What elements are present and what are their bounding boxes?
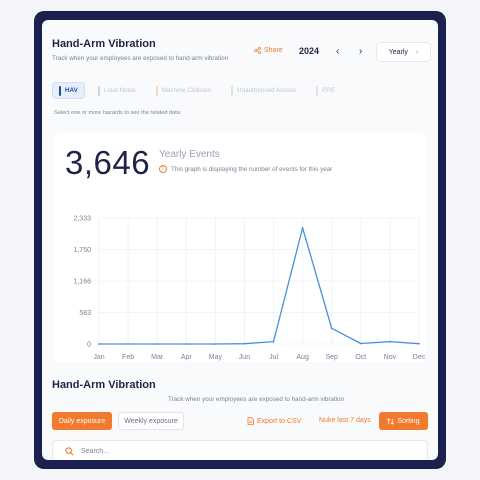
sorting-label: Sorting	[397, 417, 420, 425]
chevron-right-icon: ›	[415, 48, 419, 56]
document-icon	[247, 417, 254, 425]
tab-label: Machine Collision	[161, 87, 212, 94]
search-input[interactable]	[81, 447, 381, 455]
daily-exposure-button[interactable]: Daily exposure	[52, 412, 112, 430]
prev-year-button[interactable]: ‹	[336, 46, 340, 57]
sorting-button[interactable]: Sorting	[379, 412, 428, 430]
y-tick-label: 2,333	[73, 216, 91, 223]
data-point	[98, 343, 100, 345]
chart-info-text: This graph is displaying the number of e…	[171, 165, 333, 173]
search-bar	[52, 440, 428, 460]
share-button[interactable]: Share	[254, 47, 283, 54]
data-point	[389, 340, 391, 343]
tab-label: HAV	[65, 87, 78, 94]
x-tick-label: Dec	[413, 354, 426, 361]
year-display: 2024	[299, 46, 320, 56]
events-line-chart: 0 583 1,166 1,750 2,333 Jan Feb Mar Apr May Jun Jul…	[73, 216, 426, 362]
share-label: Share	[264, 47, 283, 54]
info-icon: !	[159, 165, 167, 173]
tab-label: Unauthorised Access	[237, 87, 297, 94]
section-subtitle: Track when your employees are exposed to…	[168, 396, 345, 403]
next-year-button[interactable]: ›	[359, 46, 363, 57]
data-point	[156, 343, 159, 345]
data-point	[243, 342, 246, 345]
data-point	[272, 340, 275, 343]
hazard-hint: Select one or more hazards to see the re…	[54, 110, 180, 116]
weekly-exposure-button[interactable]: Weekly exposure	[118, 412, 184, 430]
hazard-color-bar	[231, 85, 234, 96]
tab-hav[interactable]: HAV	[52, 82, 85, 99]
share-icon	[254, 47, 261, 54]
tab-ppe[interactable]: PPE	[309, 82, 342, 99]
hazard-color-bar	[316, 85, 319, 96]
hazard-color-bar	[155, 85, 158, 96]
export-label: Export to CSV	[257, 417, 302, 425]
x-tick-label: Mar	[151, 354, 164, 361]
x-tick-label: Nov	[384, 354, 397, 361]
sort-icon	[387, 417, 395, 425]
tab-unauthorised-access[interactable]: Unauthorised Access	[224, 82, 303, 99]
x-tick-label: May	[209, 354, 223, 361]
page-subtitle: Track when your employees are exposed to…	[52, 55, 229, 62]
tab-loud-noise[interactable]: Loud Noise	[91, 82, 143, 99]
period-label: Yearly	[388, 48, 408, 56]
search-icon	[65, 446, 74, 455]
x-tick-label: Apr	[181, 354, 193, 361]
data-point	[330, 327, 333, 330]
hazard-color-bar	[59, 85, 61, 96]
data-point	[185, 343, 188, 345]
export-csv-button[interactable]: Export to CSV	[247, 417, 301, 425]
hazard-tabs: HAV Loud Noise Machine Collision Unautho…	[52, 82, 342, 99]
y-tick-label: 1,750	[73, 247, 91, 254]
y-tick-label: 0	[87, 342, 91, 349]
x-tick-label: Aug	[296, 354, 309, 361]
y-tick-label: 583	[79, 310, 91, 317]
data-point	[301, 226, 304, 229]
data-point	[127, 343, 129, 345]
tab-label: Loud Noise	[103, 87, 136, 94]
x-tick-label: Oct	[355, 354, 366, 361]
tab-label: PPE	[322, 87, 335, 94]
x-tick-label: Jun	[239, 354, 250, 361]
tab-machine-collision[interactable]: Machine Collision	[149, 82, 218, 99]
x-tick-label: Jul	[269, 354, 278, 361]
x-tick-label: Sep	[325, 354, 338, 361]
nuke-last-7-days-button[interactable]: Nuke last 7 days	[319, 417, 371, 424]
x-tick-label: Feb	[122, 354, 134, 361]
series-line	[99, 227, 420, 345]
yearly-events-label: Yearly Events	[159, 149, 220, 160]
data-point	[214, 343, 217, 345]
page-title: Hand-Arm Vibration	[52, 38, 156, 50]
data-point	[359, 342, 362, 345]
period-select[interactable]: Yearly ›	[376, 42, 431, 62]
section-title: Hand-Arm Vibration	[52, 379, 156, 391]
events-chart-card: 3,646 Yearly Events ! This graph is disp…	[54, 132, 426, 362]
data-point	[418, 342, 420, 345]
y-tick-label: 1,166	[73, 279, 91, 286]
chart-info: ! This graph is displaying the number of…	[159, 165, 332, 173]
x-tick-label: Jan	[93, 354, 104, 361]
hazard-color-bar	[97, 85, 100, 96]
hazard-panel: Hand-Arm Vibration Track when your emplo…	[42, 20, 438, 460]
yearly-total: 3,646	[65, 144, 151, 181]
